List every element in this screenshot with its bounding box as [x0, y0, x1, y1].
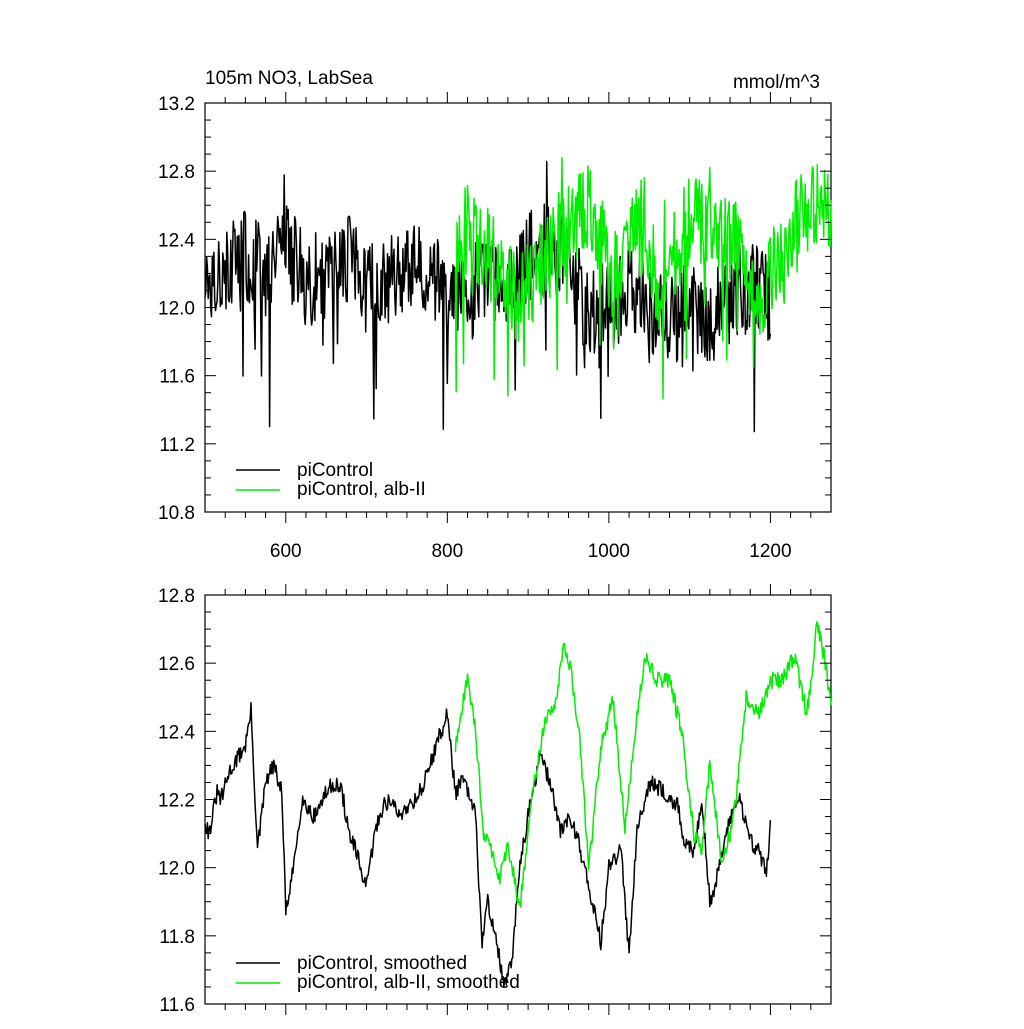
legend-label-alb-ii: piControl, alb-II — [297, 479, 426, 500]
legend-label-picontrol: piControl — [297, 460, 373, 481]
top-series-line-0 — [204, 160, 772, 433]
legend-label-picontrol-smoothed: piControl, smoothed — [297, 953, 467, 974]
bottom-series-lines — [204, 620, 832, 988]
bottom-ytick-label-5: 12.6 — [158, 654, 195, 675]
bottom-series-line-1 — [454, 620, 832, 908]
top-ytick-label-3: 12.0 — [158, 299, 195, 320]
bottom-ytick-label-0: 11.6 — [159, 995, 195, 1016]
top-xtick-label-0: 600 — [270, 541, 302, 562]
bottom-ytick-label-4: 12.4 — [158, 722, 195, 743]
top-legend: piControl piControl, alb-II — [236, 460, 426, 500]
top-series-lines — [204, 156, 832, 433]
units-label: mmol/m^3 — [733, 72, 820, 93]
top-ytick-label-0: 10.8 — [158, 503, 195, 524]
top-xtick-label-1: 800 — [431, 541, 463, 562]
bottom-axis-ticks — [205, 584, 831, 1015]
top-xtick-label-3: 1200 — [749, 541, 791, 562]
panel-bottom: 11.6 11.8 12.0 12.2 12.4 12.6 12.8 piControl, … — [158, 584, 832, 1016]
bottom-ytick-label-1: 11.8 — [159, 927, 195, 948]
top-axis-ticks — [205, 92, 831, 523]
panel-top: 10.8 11.2 11.6 12.0 12.4 12.8 13.2 600 800 1000 1… — [158, 68, 832, 562]
top-ytick-label-6: 13.2 — [158, 94, 195, 115]
top-ytick-label-4: 12.4 — [158, 230, 195, 251]
bottom-ytick-label-6: 12.8 — [158, 586, 195, 607]
top-y-tick-labels: 10.8 11.2 11.6 12.0 12.4 12.8 13.2 — [158, 94, 195, 524]
top-series-line-1 — [454, 156, 832, 400]
bottom-ytick-label-3: 12.2 — [158, 791, 195, 812]
top-ytick-label-2: 11.6 — [159, 367, 195, 388]
top-ytick-label-5: 12.8 — [158, 162, 195, 183]
chart-title: 105m NO3, LabSea — [205, 68, 373, 89]
bottom-series-line-0 — [204, 701, 772, 988]
bottom-ytick-label-2: 12.0 — [158, 859, 195, 880]
bottom-legend: piControl, smoothed piControl, alb-II, s… — [236, 953, 520, 993]
legend-label-alb-ii-smoothed: piControl, alb-II, smoothed — [297, 972, 520, 993]
top-xtick-label-2: 1000 — [588, 541, 630, 562]
top-ytick-label-1: 11.2 — [159, 435, 195, 456]
bottom-y-tick-labels: 11.6 11.8 12.0 12.2 12.4 12.6 12.8 — [158, 586, 195, 1016]
top-x-tick-labels: 600 800 1000 1200 — [270, 541, 792, 562]
